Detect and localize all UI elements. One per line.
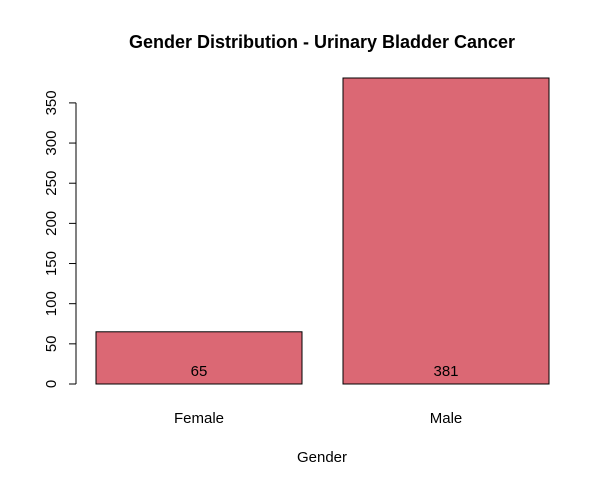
y-tick-label: 350 <box>43 90 60 115</box>
bar-female <box>95 331 303 385</box>
y-tick-label: 50 <box>43 335 60 352</box>
x-tick-label-male: Male <box>430 410 463 427</box>
y-tick-label: 150 <box>43 251 60 276</box>
y-tick-label: 250 <box>43 171 60 196</box>
y-tick-label: 300 <box>43 131 60 156</box>
y-tick-label: 100 <box>43 291 60 316</box>
bar-value-label: 65 <box>191 363 208 380</box>
y-tick-label: 0 <box>43 380 60 388</box>
bar-male <box>342 77 550 385</box>
x-axis-label: Gender <box>297 449 347 466</box>
bar-value-label: 381 <box>433 363 458 380</box>
x-tick-label-female: Female <box>174 410 224 427</box>
y-tick-label: 200 <box>43 211 60 236</box>
bars-group: 65 381 <box>95 77 550 385</box>
chart-title: Gender Distribution - Urinary Bladder Ca… <box>129 32 515 52</box>
x-tick-labels: Female Male <box>174 410 462 427</box>
y-axis: 0 50 100 150 200 250 300 350 <box>43 90 77 388</box>
